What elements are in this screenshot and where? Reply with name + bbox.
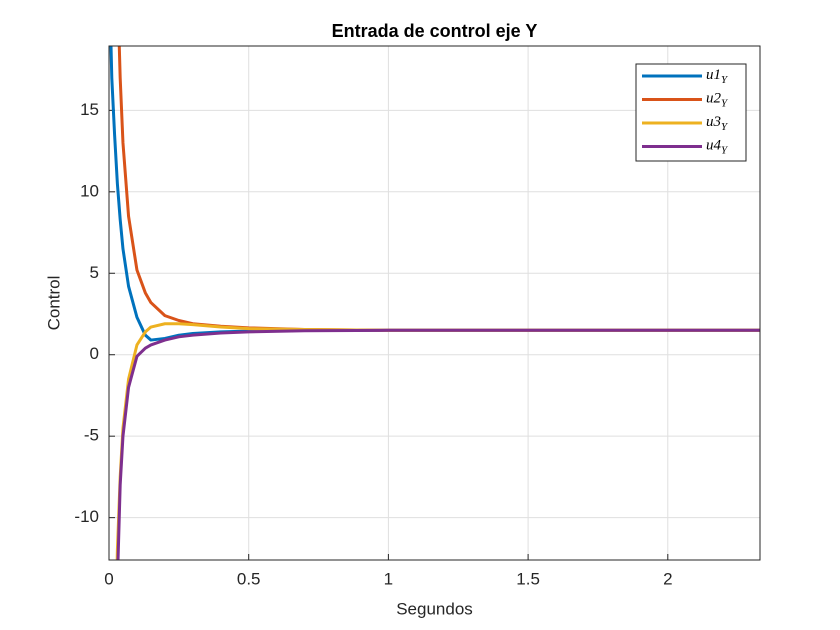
legend-label: u1Y: [706, 67, 729, 85]
y-tick-label: 0: [90, 344, 99, 363]
grid: 0 0.5 1 1.5 2 -10 -5 0 5 10 15: [74, 46, 760, 588]
x-tick-label: 0: [104, 569, 113, 588]
axes-box: [108, 45, 761, 561]
legend-label: u4Y: [706, 138, 729, 156]
legend-label: u3Y: [706, 114, 729, 132]
legend-box: [635, 63, 747, 162]
y-tick-label: -5: [84, 426, 99, 445]
y-tick-label: 10: [80, 181, 99, 200]
x-tick-label: 2: [663, 569, 672, 588]
chart-title: Entrada de control eje Y: [332, 21, 538, 41]
x-tick-label: 1.5: [516, 569, 540, 588]
lines: [109, 46, 760, 560]
y-axis-label: Control: [44, 276, 63, 331]
legend: u1Y u2Y u3Y u4Y: [635, 63, 747, 162]
y-tick-label: 15: [80, 100, 99, 119]
legend-label: u2Y: [706, 91, 729, 109]
series-line: [116, 328, 760, 560]
x-tick-label: 0.5: [237, 569, 261, 588]
x-tick-label: 1: [384, 569, 393, 588]
y-tick-label: 5: [90, 263, 99, 282]
x-axis-label: Segundos: [396, 599, 473, 618]
y-tick-label: -10: [74, 507, 99, 526]
